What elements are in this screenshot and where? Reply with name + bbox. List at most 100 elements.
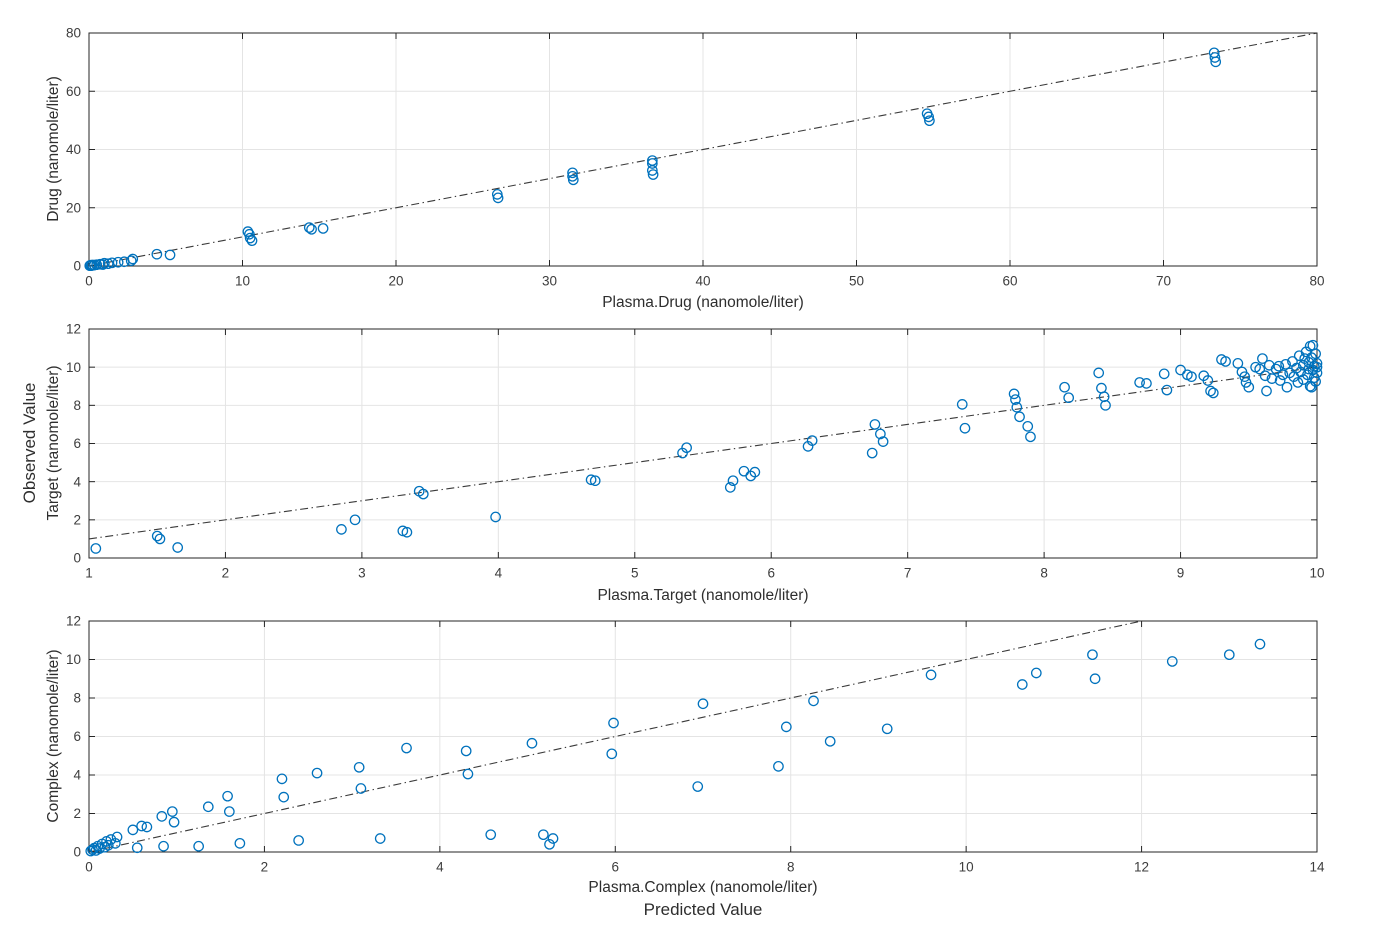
data-point-marker — [401, 526, 413, 538]
data-point-marker — [460, 745, 472, 757]
data-point-marker — [154, 533, 166, 545]
y-tick-label: 2 — [73, 513, 81, 528]
data-point-marker — [1011, 401, 1023, 413]
data-point-marker — [773, 760, 784, 772]
data-point-marker — [158, 840, 169, 852]
data-point-marker — [1059, 381, 1070, 393]
data-point-marker — [724, 482, 736, 493]
data-point-marker — [1063, 392, 1075, 404]
data-point-marker — [1270, 363, 1282, 375]
data-point-marker — [1254, 638, 1266, 650]
data-point-marker — [1259, 370, 1271, 382]
data-point-marker — [646, 165, 658, 176]
data-point-marker — [151, 530, 163, 542]
data-point-marker — [1205, 385, 1216, 397]
data-point-marker — [538, 829, 549, 841]
xlabel-drug: Plasma.Drug (nanomole/liter) — [602, 294, 804, 311]
data-point-marker — [1030, 667, 1042, 679]
data-point-marker — [780, 721, 792, 733]
data-point-marker — [808, 695, 819, 707]
y-tick-label: 0 — [73, 845, 81, 860]
x-tick-label: 2 — [222, 566, 230, 581]
y-tick-label: 20 — [66, 200, 81, 215]
x-tick-label: 10 — [1309, 566, 1324, 581]
y-tick-label: 60 — [66, 84, 81, 99]
data-point-marker — [102, 258, 114, 270]
data-point-marker — [1098, 391, 1110, 403]
y-tick-label: 6 — [73, 729, 81, 744]
data-point-marker — [606, 748, 618, 760]
x-tick-label: 9 — [1177, 566, 1185, 581]
data-point-marker — [1310, 376, 1321, 387]
data-point-marker — [1134, 377, 1145, 388]
data-point-marker — [697, 698, 709, 710]
data-point-marker — [585, 474, 597, 486]
data-point-marker — [647, 169, 659, 180]
data-point-marker — [244, 228, 255, 240]
x-tick-label: 4 — [436, 860, 444, 875]
data-point-marker — [1207, 387, 1219, 399]
data-point-marker — [749, 466, 761, 478]
data-point-marker — [417, 488, 429, 500]
data-point-marker — [127, 253, 139, 265]
data-point-marker — [1254, 363, 1266, 375]
data-point-marker — [311, 767, 323, 779]
x-tick-label: 6 — [612, 860, 620, 875]
data-point-marker — [869, 419, 881, 430]
data-point-marker — [1261, 385, 1272, 397]
data-point-marker — [1220, 356, 1231, 367]
data-point-marker — [151, 248, 163, 260]
data-point-marker — [99, 257, 110, 269]
xlabel-predicted-value: Predicted Value — [643, 900, 763, 919]
data-point-marker — [136, 820, 147, 832]
data-point-marker — [1281, 381, 1293, 393]
data-point-marker — [646, 158, 658, 169]
x-tick-label: 8 — [1040, 566, 1048, 581]
reference-line — [88, 32, 1318, 267]
data-point-marker — [1239, 371, 1251, 383]
data-point-marker — [1243, 381, 1255, 393]
y-tick-label: 0 — [73, 551, 81, 566]
data-point-marker — [336, 524, 347, 535]
y-tick-label: 10 — [66, 360, 81, 375]
y-tick-label: 8 — [73, 691, 81, 706]
data-point-marker — [681, 442, 692, 454]
y-tick-label: 2 — [73, 806, 81, 821]
data-point-marker — [1025, 431, 1036, 443]
data-point-marker — [317, 223, 329, 234]
data-point-marker — [1087, 649, 1098, 661]
y-tick-label: 80 — [66, 26, 81, 41]
xlabel-complex: Plasma.Complex (nanomole/liter) — [588, 879, 818, 896]
data-point-marker — [172, 542, 184, 553]
x-tick-label: 0 — [85, 860, 93, 875]
data-point-marker — [567, 174, 579, 186]
data-point-marker — [692, 781, 704, 792]
data-point-marker — [125, 255, 137, 267]
x-tick-label: 50 — [849, 274, 864, 289]
data-point-marker — [959, 422, 971, 434]
data-point-marker — [234, 837, 246, 849]
ylabel-drug: Drug (nanomole/liter) — [45, 76, 62, 222]
data-point-marker — [1280, 358, 1291, 370]
data-point-marker — [1257, 353, 1268, 364]
data-point-marker — [278, 791, 290, 803]
data-point-marker — [202, 801, 214, 813]
ylabel-observed-value: Observed Value — [20, 382, 39, 504]
x-tick-label: 7 — [904, 566, 912, 581]
subplot-complex: 0 2 4 6 8 10 12 14 0 2 4 6 8 10 12 — [66, 614, 1325, 875]
subplot-drug: 0 10 20 30 40 50 60 70 80 0 20 40 60 80 — [66, 26, 1325, 289]
x-tick-label: 20 — [388, 274, 403, 289]
data-point-marker — [90, 543, 102, 554]
data-point-marker — [109, 837, 121, 849]
data-point-marker — [355, 783, 367, 794]
data-point-marker — [547, 833, 559, 844]
data-point-marker — [1209, 52, 1221, 63]
data-point-marker — [544, 838, 555, 850]
data-point-marker — [303, 222, 315, 233]
data-point-marker — [1273, 360, 1285, 372]
data-point-marker — [106, 257, 118, 269]
data-point-marker — [1141, 378, 1152, 389]
x-tick-label: 14 — [1309, 860, 1325, 875]
